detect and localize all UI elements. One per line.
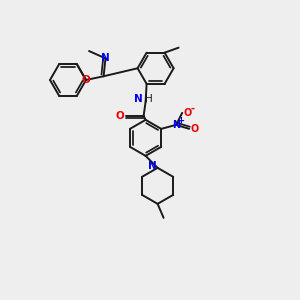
Text: O: O [183, 108, 191, 118]
Text: N: N [148, 161, 157, 171]
Text: N: N [172, 120, 180, 130]
Text: N: N [101, 53, 110, 63]
Text: H: H [145, 94, 152, 104]
Text: -: - [190, 104, 194, 114]
Text: O: O [190, 124, 198, 134]
Text: +: + [177, 116, 184, 125]
Text: O: O [82, 75, 90, 85]
Text: O: O [115, 111, 124, 121]
Text: N: N [134, 94, 143, 104]
